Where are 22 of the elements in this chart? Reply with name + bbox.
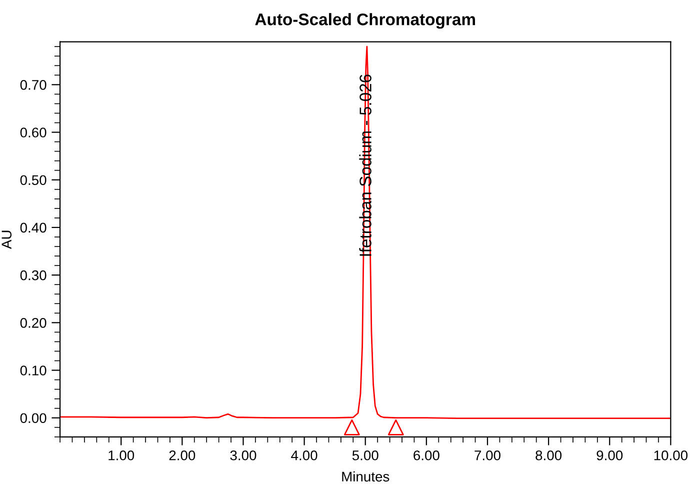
y-tick-label: 0.70 xyxy=(20,80,46,90)
y-tick-label: 0.10 xyxy=(20,366,46,376)
y-tick-label: 0.50 xyxy=(20,175,46,186)
x-tick-label: 10.00 xyxy=(654,450,688,460)
x-axis-title: Minutes xyxy=(342,471,390,482)
y-tick-label: 0.00 xyxy=(20,413,46,424)
x-tick-label: 7.00 xyxy=(474,450,500,460)
y-tick-label: 0.20 xyxy=(20,318,46,328)
x-tick-label: 2.00 xyxy=(169,450,196,460)
x-tick-label: 1.00 xyxy=(108,450,134,460)
x-tick-label: 3.00 xyxy=(230,450,256,460)
x-tick-label: 4.00 xyxy=(291,450,318,460)
x-tick-label: 8.00 xyxy=(536,450,562,460)
chart-title: Auto-Scaled Chromatogram xyxy=(255,13,475,29)
x-tick-label: 6.00 xyxy=(414,450,440,460)
x-tick-label: 9.00 xyxy=(596,450,623,460)
annotation: Ifetroban Sodium - 5.026 xyxy=(359,74,372,256)
y-tick-label: 0.60 xyxy=(20,128,46,138)
y-tick-label: 0.30 xyxy=(20,270,46,280)
y-tick-label: 0.40 xyxy=(20,222,46,233)
x-tick-label: 5.00 xyxy=(352,450,378,460)
y-axis-title: AU xyxy=(2,230,12,249)
